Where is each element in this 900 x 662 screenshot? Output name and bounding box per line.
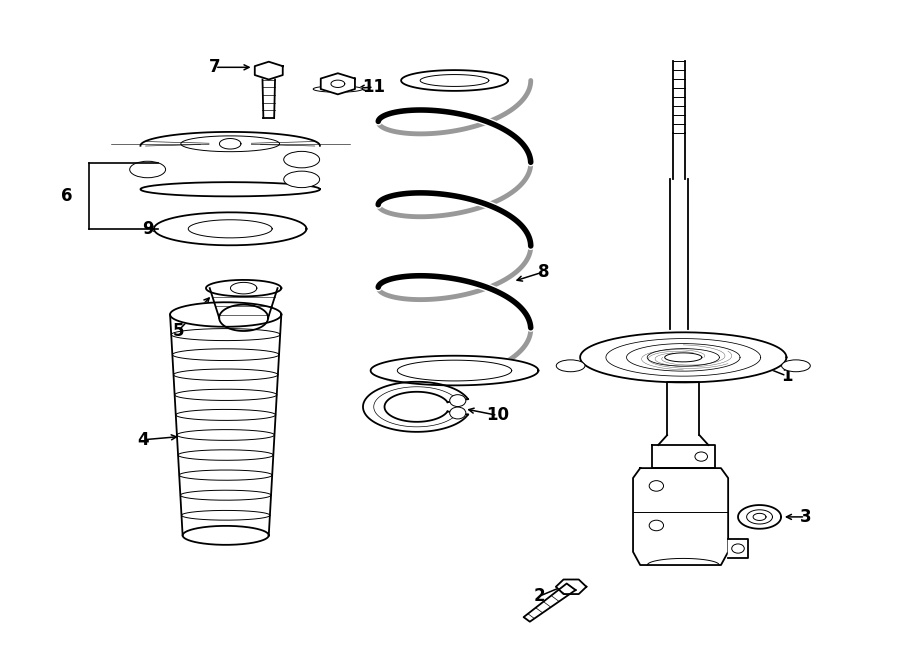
Polygon shape	[580, 332, 787, 383]
Polygon shape	[219, 305, 268, 331]
Polygon shape	[206, 280, 282, 297]
Polygon shape	[672, 97, 685, 106]
Polygon shape	[220, 138, 241, 149]
Circle shape	[649, 481, 663, 491]
Text: 2: 2	[534, 587, 545, 605]
Polygon shape	[665, 353, 702, 362]
Polygon shape	[753, 513, 766, 520]
Polygon shape	[154, 213, 306, 246]
Ellipse shape	[556, 360, 585, 372]
Polygon shape	[263, 79, 275, 118]
Polygon shape	[672, 70, 685, 79]
Polygon shape	[170, 303, 282, 327]
Circle shape	[732, 544, 744, 553]
Polygon shape	[363, 382, 468, 432]
Circle shape	[649, 520, 663, 531]
Polygon shape	[210, 288, 277, 318]
Ellipse shape	[284, 171, 320, 187]
Polygon shape	[728, 539, 748, 559]
Text: 5: 5	[173, 322, 184, 340]
Polygon shape	[672, 88, 685, 97]
Polygon shape	[320, 73, 355, 95]
Polygon shape	[313, 86, 363, 92]
Text: 1: 1	[780, 367, 792, 385]
Polygon shape	[371, 355, 538, 385]
Ellipse shape	[130, 162, 166, 177]
Polygon shape	[670, 179, 688, 332]
Polygon shape	[140, 182, 320, 197]
Ellipse shape	[781, 360, 810, 372]
Polygon shape	[672, 79, 685, 88]
Text: 7: 7	[209, 58, 220, 76]
Polygon shape	[738, 505, 781, 529]
Text: 6: 6	[61, 187, 73, 205]
Polygon shape	[667, 383, 699, 435]
Polygon shape	[140, 132, 320, 189]
Polygon shape	[401, 70, 508, 91]
Circle shape	[450, 407, 466, 419]
Polygon shape	[181, 136, 280, 152]
Text: 4: 4	[138, 431, 149, 449]
Polygon shape	[672, 124, 685, 133]
Polygon shape	[556, 579, 587, 594]
Text: 3: 3	[799, 508, 811, 526]
Polygon shape	[672, 115, 685, 124]
Text: 9: 9	[142, 220, 153, 238]
Polygon shape	[154, 224, 306, 234]
Polygon shape	[255, 62, 283, 79]
Polygon shape	[672, 133, 685, 179]
Polygon shape	[524, 583, 576, 622]
Text: 8: 8	[538, 263, 550, 281]
Ellipse shape	[284, 152, 320, 168]
Polygon shape	[183, 526, 269, 545]
Circle shape	[450, 395, 466, 406]
Polygon shape	[188, 220, 272, 238]
Polygon shape	[652, 445, 715, 468]
Polygon shape	[672, 61, 685, 70]
Circle shape	[695, 452, 707, 461]
Polygon shape	[633, 468, 728, 565]
Text: 10: 10	[486, 406, 509, 424]
Text: 11: 11	[362, 78, 385, 96]
Polygon shape	[170, 314, 282, 536]
Polygon shape	[672, 106, 685, 115]
